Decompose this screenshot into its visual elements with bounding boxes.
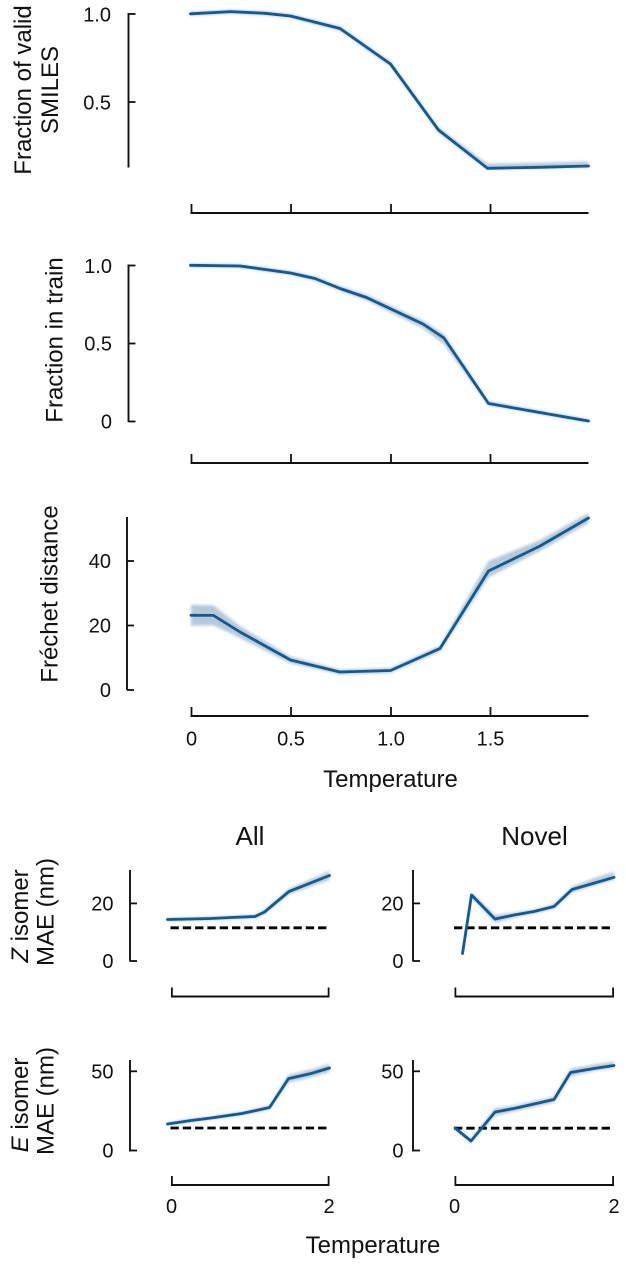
svg-text:20: 20: [381, 894, 403, 916]
svg-text:50: 50: [91, 1062, 113, 1084]
svg-text:50: 50: [381, 1062, 403, 1084]
svg-text:20: 20: [91, 894, 113, 916]
svg-text:Temperature: Temperature: [306, 1232, 441, 1259]
svg-text:Z isomer: Z isomer: [7, 869, 34, 963]
svg-text:Novel: Novel: [501, 821, 567, 851]
svg-text:0: 0: [102, 951, 113, 973]
svg-text:1.0: 1.0: [83, 4, 111, 26]
svg-text:SMILES: SMILES: [37, 46, 64, 134]
svg-text:0: 0: [100, 680, 111, 702]
svg-text:Fréchet distance: Fréchet distance: [37, 505, 64, 682]
svg-text:20: 20: [89, 616, 111, 638]
svg-text:0.5: 0.5: [83, 92, 111, 114]
svg-text:MAE (nm): MAE (nm): [33, 858, 60, 966]
svg-text:1.5: 1.5: [477, 728, 505, 750]
svg-text:Fraction of valid: Fraction of valid: [10, 5, 37, 174]
svg-text:1.0: 1.0: [84, 256, 112, 278]
svg-text:0: 0: [166, 1196, 177, 1218]
svg-text:0: 0: [392, 951, 403, 973]
svg-text:Fraction in train: Fraction in train: [42, 257, 69, 422]
svg-text:Temperature: Temperature: [323, 766, 458, 793]
svg-text:0: 0: [392, 1141, 403, 1163]
svg-text:2: 2: [323, 1196, 334, 1218]
svg-text:0: 0: [449, 1196, 460, 1218]
svg-text:0: 0: [186, 728, 197, 750]
svg-text:0: 0: [101, 412, 112, 434]
svg-text:E isomer: E isomer: [7, 1058, 34, 1153]
svg-text:0.5: 0.5: [277, 728, 305, 750]
svg-text:MAE (nm): MAE (nm): [33, 1047, 60, 1155]
svg-text:2: 2: [608, 1196, 619, 1218]
svg-text:1.0: 1.0: [377, 728, 405, 750]
svg-text:40: 40: [89, 551, 111, 573]
svg-text:0: 0: [102, 1141, 113, 1163]
svg-text:0.5: 0.5: [84, 334, 112, 356]
svg-text:All: All: [236, 821, 265, 851]
